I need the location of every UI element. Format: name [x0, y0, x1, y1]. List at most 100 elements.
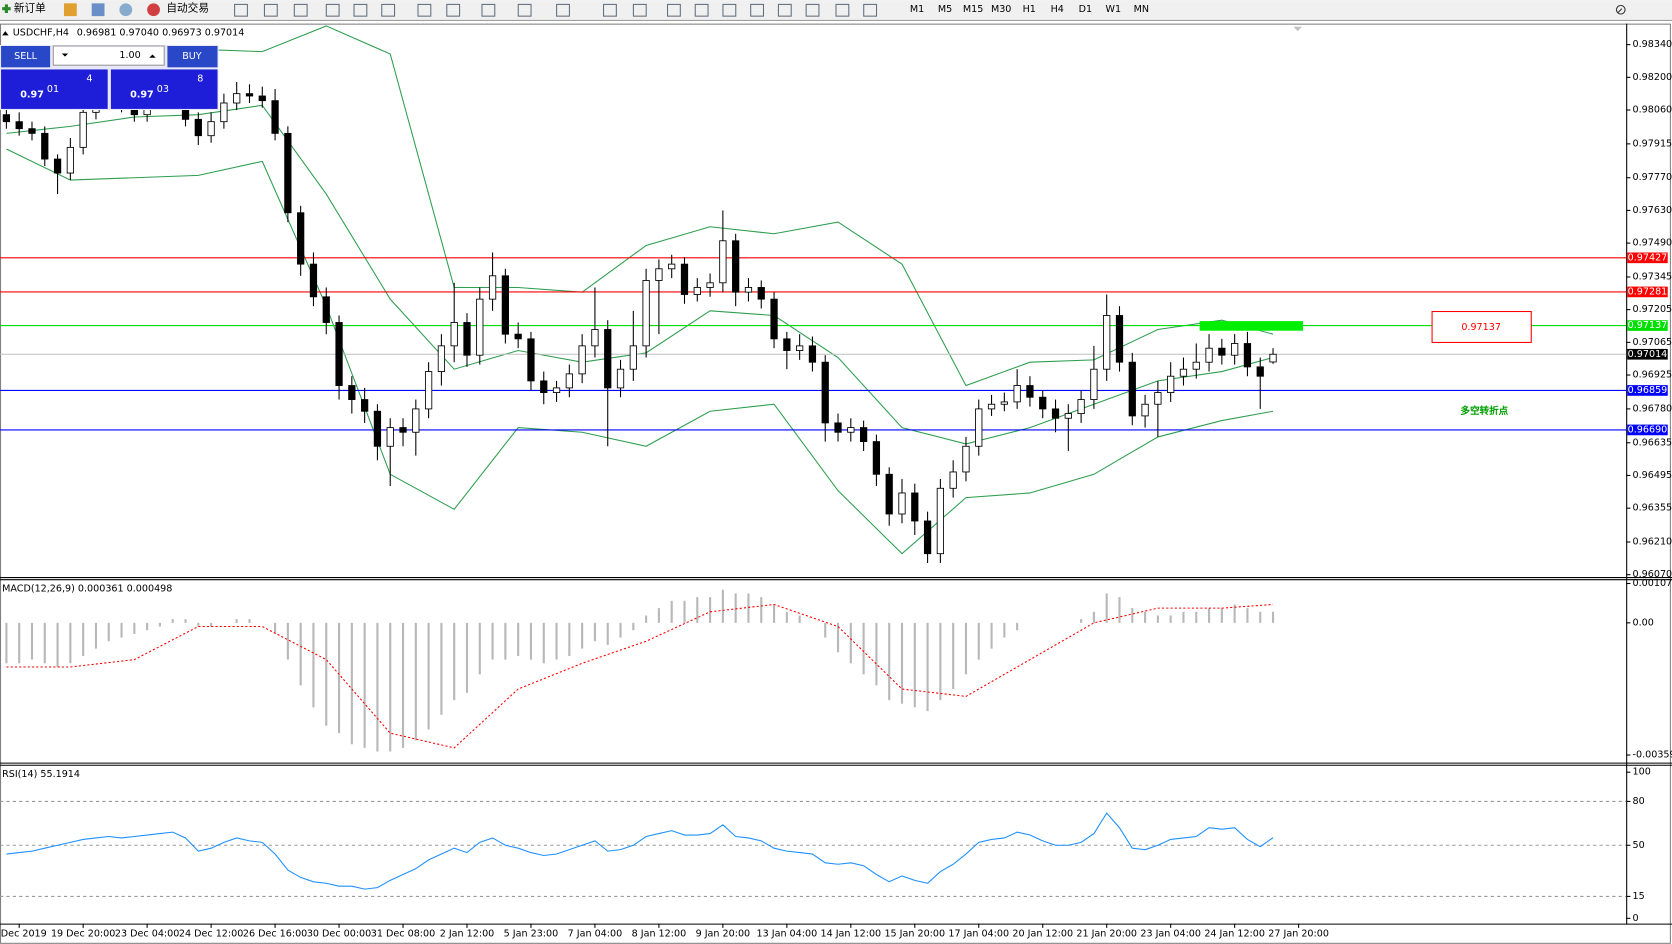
y-tick-label: 0.97490 — [1633, 238, 1672, 249]
tool-icon[interactable] — [632, 3, 647, 17]
y-tick-label: 0.98340 — [1633, 39, 1672, 50]
rsi-line — [6, 812, 1274, 890]
tool-icon[interactable] — [805, 3, 820, 17]
bid-box[interactable] — [1, 69, 108, 109]
candle-body — [1167, 375, 1175, 393]
search-icon[interactable] — [1615, 4, 1626, 15]
y-tick-label: 15 — [1633, 891, 1645, 902]
toolbar-new-order[interactable]: 新订单 — [2, 2, 46, 15]
tool-icon[interactable] — [556, 3, 570, 17]
candle-body — [437, 345, 446, 372]
timeframe-button[interactable]: M5 — [938, 4, 952, 15]
x-tick-label: 26 Dec 16:00 — [243, 929, 307, 940]
icon[interactable] — [63, 3, 77, 17]
tool-icon[interactable] — [603, 3, 617, 17]
candle-body — [1141, 403, 1149, 417]
candle-body — [450, 322, 458, 347]
tool-icon[interactable] — [293, 3, 308, 17]
annotation-box — [1431, 310, 1532, 343]
candle-body — [565, 373, 573, 389]
ask-box[interactable] — [110, 69, 218, 109]
spin-down[interactable] — [61, 53, 69, 57]
candle-body — [386, 427, 394, 447]
buy-label[interactable]: BUY — [182, 51, 202, 62]
tool-icon[interactable] — [750, 3, 765, 17]
timeframe-button[interactable]: D1 — [1079, 4, 1092, 15]
candle-body — [476, 298, 484, 356]
tool-icon[interactable] — [777, 3, 792, 17]
x-tick-label: 14 Jan 12:00 — [820, 929, 881, 940]
timeframe-button[interactable]: W1 — [1106, 4, 1122, 15]
tool-icon[interactable] — [863, 3, 878, 17]
macd-title: MACD(12,26,9) 0.000361 0.000498 — [2, 583, 172, 594]
y-tick-label: 0.97915 — [1633, 138, 1672, 149]
tool-icon[interactable] — [666, 3, 681, 17]
tool-icon[interactable] — [835, 3, 850, 17]
timeframe-button[interactable]: H4 — [1051, 4, 1064, 15]
ask-main: 03 — [157, 84, 169, 95]
tool-icon[interactable] — [694, 3, 709, 17]
tool-icon[interactable] — [517, 3, 532, 17]
candle-body — [527, 338, 535, 382]
candle-body — [975, 408, 983, 447]
sell-button[interactable] — [1, 46, 51, 68]
icon[interactable] — [147, 3, 160, 17]
tool-icon[interactable] — [381, 3, 396, 17]
tool-icon[interactable] — [234, 3, 248, 17]
candle-body — [693, 287, 701, 295]
tool-icon[interactable] — [325, 3, 340, 17]
timeframe-button[interactable]: MN — [1134, 4, 1149, 15]
candle-body — [540, 380, 548, 393]
candle-body — [1090, 368, 1098, 400]
timeframe-button[interactable]: M30 — [991, 4, 1011, 15]
tool-icon[interactable] — [481, 3, 496, 17]
candle-body — [1026, 385, 1034, 398]
candle-body — [1243, 343, 1252, 368]
candle-body — [987, 403, 996, 410]
candle-body — [412, 408, 420, 433]
x-tick-label: 13 Jan 04:00 — [757, 929, 818, 940]
candle-body — [949, 471, 957, 489]
tool-icon[interactable] — [722, 3, 737, 17]
candle-body — [604, 329, 612, 389]
x-tick-label: 5 Jan 23:00 — [504, 929, 559, 940]
tool-icon[interactable] — [417, 3, 432, 17]
candle-body — [309, 263, 318, 298]
timeframe-button[interactable]: M15 — [963, 4, 983, 15]
candle-body — [821, 361, 829, 424]
candle-body — [207, 121, 215, 137]
y-tick-label: 0.97770 — [1633, 172, 1672, 183]
level-tag — [1627, 252, 1668, 264]
candle-body — [233, 93, 241, 104]
icon[interactable] — [91, 3, 105, 17]
y-tick-label: 0.00 — [1633, 617, 1654, 628]
shift-marker — [1293, 26, 1302, 32]
timeframe-button[interactable]: H1 — [1023, 4, 1036, 15]
x-tick-label: 8 Dec 2019 — [0, 929, 47, 940]
auto-trading[interactable]: 自动交易 — [166, 2, 209, 15]
x-tick-label: 15 Jan 20:00 — [884, 929, 945, 940]
sell-label[interactable]: SELL — [14, 51, 37, 62]
icon[interactable] — [119, 3, 133, 17]
y-tick-label: 0.97205 — [1633, 304, 1672, 315]
lots-value[interactable]: 1.00 — [119, 50, 140, 61]
tool-icon[interactable] — [353, 3, 368, 17]
ask-big: 0.97 — [130, 90, 154, 101]
new-order[interactable]: 新订单 — [14, 2, 46, 15]
x-tick-label: 23 Dec 04:00 — [115, 929, 179, 940]
candle-body — [706, 282, 714, 288]
tool-icon[interactable] — [446, 3, 461, 17]
tool-icon[interactable] — [263, 3, 278, 17]
candle-body — [194, 118, 202, 137]
timeframe-button[interactable]: M1 — [910, 4, 924, 15]
candle-body — [680, 263, 689, 295]
candle-body — [629, 345, 637, 370]
spin-up[interactable] — [149, 54, 156, 58]
lots-input[interactable] — [52, 45, 165, 66]
buy-button[interactable] — [167, 46, 218, 68]
rsi-title: RSI(14) 55.1914 — [2, 769, 80, 780]
x-tick-label: 20 Jan 12:00 — [1012, 929, 1073, 940]
candle-body — [796, 345, 804, 351]
